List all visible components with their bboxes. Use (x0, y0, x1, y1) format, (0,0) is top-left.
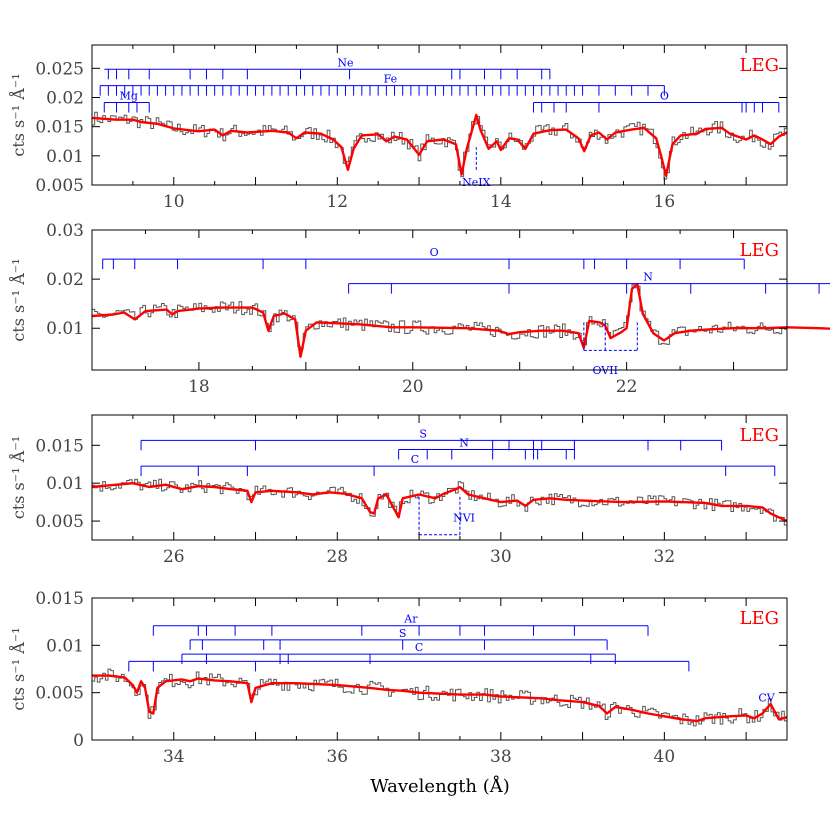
panel-3: S N C NVI 26 28 30 32 0.005 0.01 0.015 cts s⁻¹ Å⁻¹ L… (8, 414, 788, 567)
y-axis-label: cts s⁻¹ Å⁻¹ (8, 627, 28, 710)
instrument-label: LEG (740, 608, 779, 629)
line-id-label: N (459, 436, 469, 449)
line-id-label: C (415, 641, 423, 654)
observed-spectrum (92, 111, 787, 180)
line-id-c: C (140, 453, 776, 477)
line-id-n: N (398, 436, 575, 460)
feature-label: NeIX (462, 176, 490, 189)
feature-label: CV (758, 691, 775, 704)
line-id-label: S (419, 427, 427, 440)
instrument-label: LEG (740, 55, 779, 76)
line-id-label: N (643, 271, 653, 284)
line-id-label: O (430, 246, 439, 259)
x-tick-label: 26 (163, 547, 185, 567)
y-tick-label: 0.005 (35, 176, 84, 196)
plot-frame (91, 44, 788, 186)
y-tick-label: 0.005 (35, 512, 84, 532)
y-tick-label: 0.01 (46, 636, 84, 656)
plot-frame (91, 597, 788, 741)
line-id-label: Fe (384, 73, 398, 86)
x-tick-label: 10 (163, 192, 185, 212)
x-tick-label: 20 (402, 377, 424, 397)
x-tick-label: 38 (490, 747, 512, 767)
line-id-ar: Ar (152, 613, 649, 636)
line-id-s: S (189, 627, 608, 650)
line-id-o: O (533, 90, 780, 113)
feature-label: NVI (453, 511, 475, 524)
line-id-mg: Mg (103, 90, 150, 113)
y-tick-label: 0.03 (46, 221, 84, 241)
panel-1: Ne Fe Mg O NeIX 10 12 14 16 0.005 0.01 0.015 0.02 0.0… (8, 44, 788, 212)
line-id-ne: Ne (104, 56, 551, 80)
x-tick-label: 30 (490, 547, 512, 567)
x-tick-label: 22 (616, 377, 638, 397)
model-line (91, 113, 788, 177)
x-tick-label: 32 (654, 547, 676, 567)
y-axis-label: cts s⁻¹ Å⁻¹ (8, 258, 28, 341)
x-tick-label: 12 (326, 192, 348, 212)
y-tick-label: 0.025 (35, 59, 84, 79)
y-axis-label: cts s⁻¹ Å⁻¹ (8, 73, 28, 156)
line-id-fe: Fe (99, 73, 665, 96)
y-tick-label: 0.015 (35, 436, 84, 456)
y-tick-label: 0.02 (46, 89, 84, 109)
x-tick-label: 28 (326, 547, 348, 567)
y-tick-label: 0.015 (35, 589, 84, 609)
model-line (91, 282, 830, 358)
y-axis-label: cts s⁻¹ Å⁻¹ (8, 436, 28, 519)
line-id-group (128, 660, 690, 672)
line-id-label: Ar (403, 613, 418, 626)
y-tick-label: 0.01 (46, 319, 84, 339)
line-id-label: S (399, 627, 407, 640)
plot-frame (91, 414, 788, 541)
line-id-label: Mg (120, 90, 138, 103)
y-tick-label: 0.01 (46, 474, 84, 494)
line-id-n: N (348, 271, 830, 294)
observed-spectrum (92, 668, 787, 727)
y-tick-label: 0.02 (46, 270, 84, 290)
observed-spectrum (92, 284, 788, 350)
x-tick-label: 14 (490, 192, 512, 212)
x-axis-label: Wavelength (Å) (370, 775, 510, 797)
model-line (92, 674, 788, 723)
line-id-label: Ne (337, 56, 353, 69)
x-tick-label: 34 (163, 747, 185, 767)
x-tick-label: 16 (654, 192, 676, 212)
model-line (91, 482, 788, 523)
y-tick-label: 0.01 (46, 147, 84, 167)
y-tick-label: 0.005 (35, 684, 84, 704)
line-id-label: O (660, 90, 669, 103)
instrument-label: LEG (740, 240, 779, 261)
line-id-o: O (102, 246, 745, 270)
observed-spectrum (92, 478, 787, 526)
plot-frame (91, 229, 788, 371)
line-id-label: C (411, 453, 419, 466)
x-tick-label: 36 (326, 747, 348, 767)
x-tick-label: 40 (654, 747, 676, 767)
y-tick-label: 0.015 (35, 118, 84, 138)
line-id-s: S (140, 427, 723, 451)
line-id-c: C (181, 641, 616, 665)
y-tick-label: 0 (73, 731, 84, 751)
instrument-label: LEG (740, 425, 779, 446)
x-tick-label: 18 (188, 377, 210, 397)
